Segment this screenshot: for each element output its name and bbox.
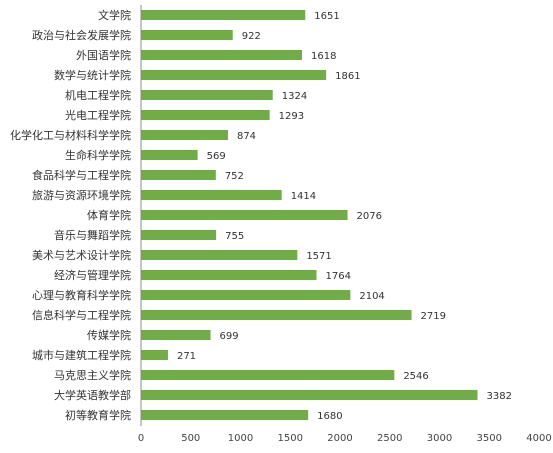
x-tick-label: 4000 (526, 433, 551, 444)
data-label: 271 (177, 351, 196, 362)
bar (141, 310, 412, 320)
data-label: 2104 (359, 291, 384, 302)
bar (141, 370, 395, 380)
category-label: 经济与管理学院 (54, 268, 131, 282)
category-label: 旅游与资源环境学院 (32, 188, 131, 202)
bar (141, 270, 317, 280)
bar (141, 70, 327, 80)
x-tick-label: 0 (138, 433, 144, 444)
bar (141, 290, 351, 300)
category-label: 化学化工与材料科学学院 (10, 128, 131, 142)
bars-layer (141, 10, 478, 420)
category-label: 音乐与舞蹈学院 (54, 228, 131, 242)
category-label: 城市与建筑工程学院 (32, 348, 131, 362)
x-tick-label: 3000 (427, 433, 452, 444)
category-label: 信息科学与工程学院 (32, 308, 131, 322)
data-label: 2719 (421, 311, 446, 322)
category-label: 外国语学院 (76, 48, 131, 62)
data-label: 752 (225, 171, 244, 182)
data-label: 1414 (291, 191, 316, 202)
data-label: 569 (207, 151, 226, 162)
bar (141, 330, 211, 340)
bar (141, 210, 348, 220)
category-label: 传媒学院 (87, 328, 131, 342)
data-label: 2076 (357, 211, 382, 222)
data-label: 1651 (314, 11, 339, 22)
bar (141, 110, 270, 120)
bar (141, 390, 478, 400)
category-label: 文学院 (98, 8, 131, 22)
bar (141, 350, 168, 360)
category-label: 食品科学与工程学院 (32, 168, 131, 182)
bar (141, 410, 309, 420)
data-label: 1293 (279, 111, 304, 122)
bar (141, 10, 306, 20)
bar (141, 170, 216, 180)
category-label: 心理与教育科学学院 (32, 288, 131, 302)
x-tick-label: 2000 (327, 433, 352, 444)
bar (141, 150, 198, 160)
bar (141, 230, 217, 240)
x-tick-label: 1000 (228, 433, 253, 444)
x-tick-label: 3500 (477, 433, 502, 444)
bar (141, 190, 282, 200)
bar (141, 30, 233, 40)
x-tick-label: 500 (181, 433, 200, 444)
data-label: 1680 (317, 411, 342, 422)
category-labels-layer: 文学院政治与社会发展学院外国语学院数学与统计学院机电工程学院光电工程学院化学化工… (10, 8, 131, 422)
data-label: 3382 (487, 391, 512, 402)
bar (141, 250, 298, 260)
category-label: 马克思主义学院 (54, 368, 131, 382)
category-label: 数学与统计学院 (54, 68, 131, 82)
data-label: 1861 (335, 71, 360, 82)
data-label: 2546 (403, 371, 428, 382)
category-label: 光电工程学院 (65, 108, 131, 122)
x-tick-label: 1500 (278, 433, 303, 444)
data-label: 922 (242, 31, 261, 42)
data-labels-layer: 1651 922 1618 1861 1324 1293 874 569 752 1414 2076… (177, 11, 512, 422)
category-label: 生命科学学院 (65, 148, 131, 162)
bar (141, 130, 228, 140)
category-label: 体育学院 (87, 208, 131, 222)
category-label: 美术与艺术设计学院 (32, 248, 131, 262)
data-label: 1618 (311, 51, 336, 62)
data-label: 699 (220, 331, 239, 342)
category-label: 大学英语教学部 (54, 388, 131, 402)
data-label: 755 (225, 231, 244, 242)
category-label: 初等教育学院 (65, 408, 131, 422)
data-label: 874 (237, 131, 256, 142)
bar (141, 90, 273, 100)
data-label: 1571 (306, 251, 331, 262)
x-axis: 0 500 1000 1500 2000 2500 3000 3500 4000 (138, 5, 552, 444)
bar (141, 50, 302, 60)
category-label: 政治与社会发展学院 (32, 28, 131, 42)
data-label: 1324 (282, 91, 307, 102)
data-label: 1764 (326, 271, 351, 282)
x-tick-label: 2500 (377, 433, 402, 444)
category-label: 机电工程学院 (65, 88, 131, 102)
